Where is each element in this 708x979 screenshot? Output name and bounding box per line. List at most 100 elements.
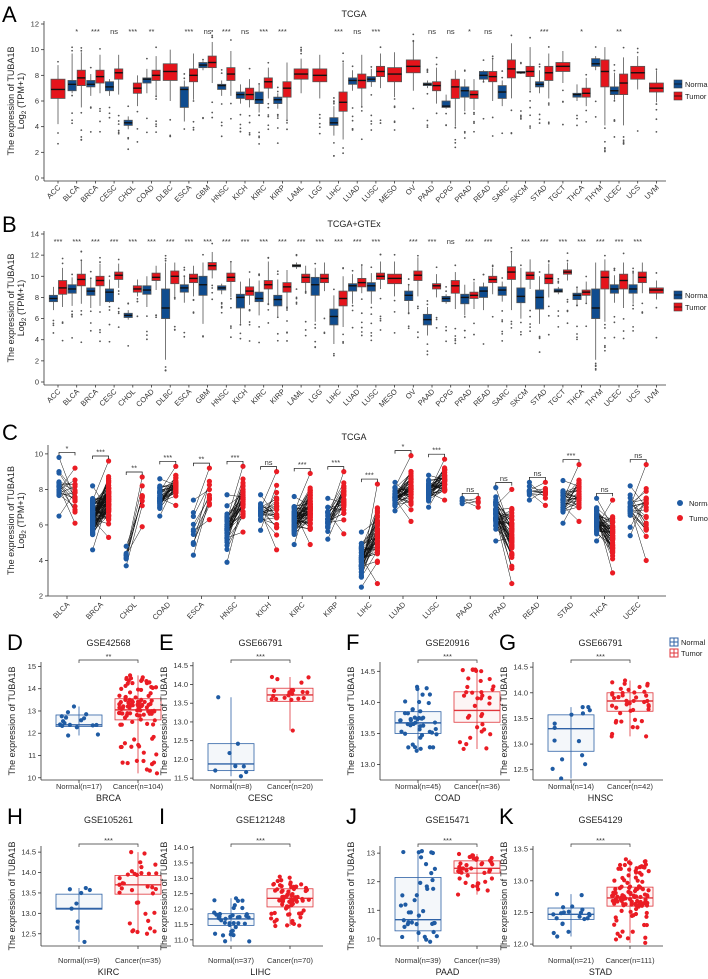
- box-iqr: [535, 289, 545, 310]
- box-iqr: [161, 288, 171, 319]
- normal-point: [423, 862, 429, 867]
- normal-point: [416, 715, 422, 721]
- tumor-point: [609, 893, 615, 898]
- tumor-point: [627, 885, 632, 891]
- normal-box-coad: [142, 68, 152, 94]
- significance-bracket: [230, 843, 291, 847]
- significance-label: ***: [334, 27, 343, 36]
- tumor-point: [297, 923, 302, 928]
- outlier-point: [454, 138, 457, 141]
- tumor-point: [442, 486, 448, 493]
- pair-line: [361, 535, 378, 573]
- tumor-point: [617, 886, 623, 891]
- tumor-point: [576, 481, 582, 487]
- box-iqr: [55, 714, 103, 727]
- y-axis-unit: Log2 (TPM+1): [16, 280, 28, 336]
- normal-point: [244, 769, 249, 775]
- pair-line: [159, 483, 176, 494]
- normal-point: [56, 513, 62, 519]
- outlier-point: [71, 122, 73, 125]
- tumor-point: [287, 875, 292, 880]
- pair-line: [159, 486, 177, 509]
- normal-box-sarc: [497, 80, 507, 107]
- tumor-point: [240, 463, 246, 469]
- outlier-point: [267, 102, 270, 105]
- tumor-box-tgct: [555, 50, 571, 84]
- normal-point: [90, 520, 96, 526]
- panel-title: GSE66791: [238, 638, 282, 648]
- normal-point: [75, 925, 80, 930]
- tumor-point: [275, 677, 280, 682]
- tumor-point: [106, 501, 112, 507]
- tumor-point: [625, 936, 631, 941]
- outlier-point: [108, 340, 111, 343]
- outlier-point: [393, 121, 396, 124]
- pair-line: [92, 496, 109, 513]
- tumor-point: [619, 719, 624, 724]
- outlier-point: [258, 135, 260, 138]
- outlier-point: [192, 100, 195, 102]
- tumor-point: [274, 917, 279, 922]
- legend-dot-tumor: [677, 515, 683, 521]
- outlier-point: [333, 102, 335, 105]
- tumor-point: [467, 854, 472, 860]
- normal-point: [424, 686, 429, 691]
- outlier-point: [80, 136, 83, 138]
- outlier-point: [407, 283, 410, 286]
- tumor-point: [475, 881, 480, 886]
- outlier-point: [379, 315, 382, 318]
- pair-line: [125, 476, 143, 554]
- tumor-point: [72, 494, 78, 500]
- outlier-point: [192, 312, 195, 314]
- tumor-point: [408, 477, 414, 483]
- tumor-box-cesc: [114, 54, 124, 95]
- y-tick-label: 13: [367, 849, 375, 858]
- box-iqr: [619, 273, 629, 290]
- outlier-point: [622, 136, 625, 138]
- x-tick-label: OV: [404, 387, 418, 401]
- significance-label: ***: [203, 237, 212, 246]
- tumor-point: [125, 704, 130, 709]
- normal-point: [552, 738, 557, 743]
- tumor-point: [173, 502, 179, 508]
- x-tick-label: BLCA: [61, 387, 81, 407]
- normal-point: [412, 715, 417, 720]
- tumor-point: [106, 485, 112, 492]
- tumor-point: [479, 690, 484, 695]
- pair-line: [294, 500, 311, 521]
- tumor-point: [154, 771, 160, 776]
- outlier-point: [538, 113, 541, 116]
- paired-group-kirc: ***: [291, 460, 313, 548]
- significance-label: ***: [166, 237, 175, 246]
- outlier-point: [510, 34, 513, 37]
- pair-line: [159, 492, 176, 502]
- outlier-point: [89, 277, 92, 280]
- outlier-point: [267, 115, 270, 118]
- outlier-point: [454, 342, 457, 345]
- significance-label: ns: [447, 27, 455, 36]
- outlier-point: [426, 350, 429, 353]
- outlier-point: [183, 77, 186, 80]
- normal-box-blca: [67, 53, 77, 94]
- tumor-point: [206, 494, 212, 501]
- significance-label: ***: [365, 471, 374, 480]
- significance-label: **: [616, 27, 622, 36]
- x-tick-label: Normal(n=45): [395, 782, 442, 791]
- y-axis-label: The expression of TUBA1B: [499, 667, 509, 776]
- outlier-point: [379, 317, 382, 320]
- significance-bracket: [417, 843, 478, 847]
- tumor-point: [117, 693, 122, 698]
- pair-line: [193, 484, 210, 517]
- outlier-point: [239, 113, 242, 116]
- tumor-point: [487, 701, 492, 706]
- pair-line: [428, 487, 445, 497]
- box-iqr: [55, 893, 103, 910]
- tumor-point: [626, 873, 631, 878]
- outlier-point: [604, 344, 606, 347]
- tumor-box-meso: [387, 52, 403, 98]
- normal-point: [426, 504, 432, 510]
- pair-line: [260, 471, 277, 509]
- outlier-point: [136, 127, 139, 130]
- tumor-point: [240, 529, 246, 535]
